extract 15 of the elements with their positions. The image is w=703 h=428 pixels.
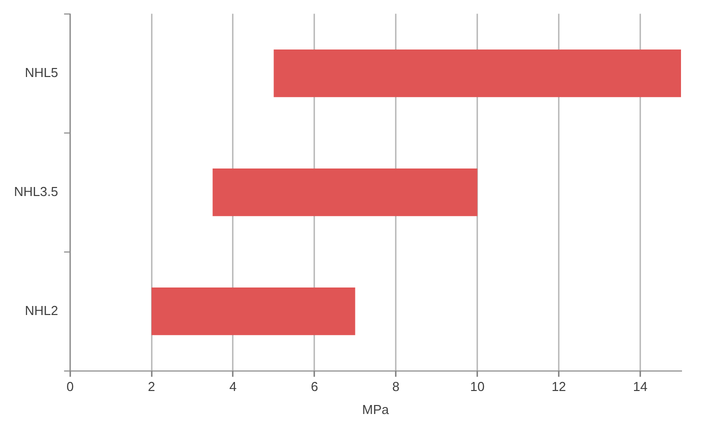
y-tick-label: NHL5 [24,64,58,80]
x-tick-label: 8 [392,379,400,394]
x-tick-label: 4 [229,379,237,394]
x-tick-label: 14 [633,379,648,394]
x-tick-label: 0 [66,379,74,394]
x-tick-label: 10 [470,379,485,394]
x-axis-title: MPa [362,402,390,417]
x-tick-label: 2 [148,379,156,394]
bar [274,50,681,98]
y-tick-label: NHL3.5 [14,184,58,199]
y-tick-label: NHL2 [24,302,58,318]
x-tick-label: 12 [552,379,566,394]
bar [212,168,478,216]
x-tick-label: 6 [310,379,318,394]
bar [152,288,356,336]
